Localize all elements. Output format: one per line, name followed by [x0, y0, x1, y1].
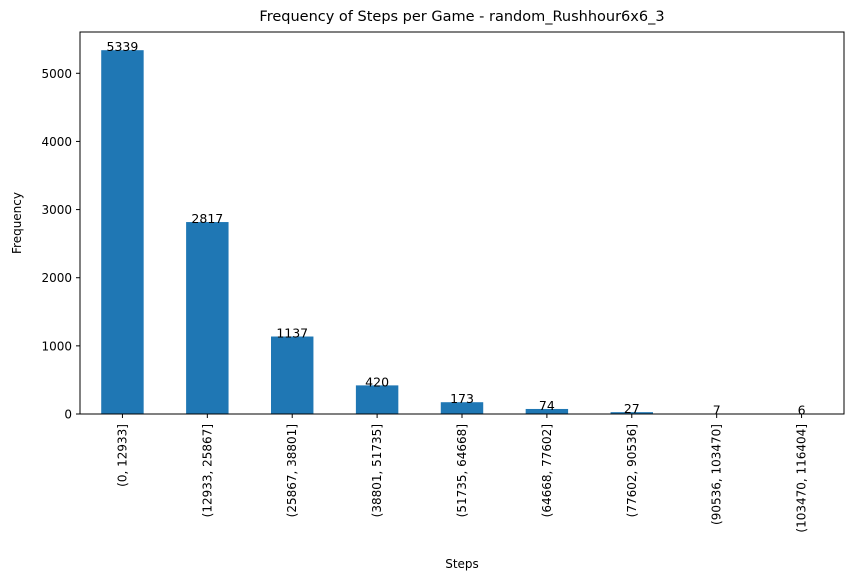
- bar-3: [355, 385, 399, 414]
- x-tick-label-5: (64668, 77602]: [540, 424, 554, 517]
- y-tick-label-1: 1000: [41, 339, 72, 353]
- bars-layer: [101, 50, 823, 414]
- y-axis-label: Frequency: [10, 192, 24, 254]
- x-tick-label-1: (12933, 25867]: [200, 424, 214, 517]
- y-tick-label-0: 0: [64, 408, 72, 422]
- x-tick-label-2: (25867, 38801]: [285, 424, 299, 517]
- x-tick-label-8: (103470, 116404]: [795, 424, 809, 533]
- data-label-0: 5339: [107, 39, 139, 54]
- x-tick-label-7: (90536, 103470]: [710, 424, 724, 525]
- y-axis: 0 1000 2000 3000 4000 5000: [41, 67, 80, 422]
- data-label-5: 74: [539, 398, 555, 413]
- data-label-8: 6: [798, 403, 806, 418]
- x-tick-label-3: (38801, 51735]: [370, 424, 384, 517]
- x-axis-label: Steps: [445, 557, 479, 571]
- data-label-3: 420: [365, 374, 389, 389]
- data-label-2: 1137: [276, 326, 308, 341]
- chart-title: Frequency of Steps per Game - random_Rus…: [259, 9, 664, 25]
- bar-2: [271, 336, 314, 414]
- x-axis: (0, 12933] (12933, 25867] (25867, 38801] (3…: [115, 414, 809, 533]
- data-label-1: 2817: [191, 211, 223, 226]
- data-label-6: 27: [624, 401, 640, 416]
- plot-frame: [79, 31, 845, 415]
- data-label-7: 7: [713, 403, 721, 418]
- y-tick-label-2: 2000: [41, 271, 72, 285]
- y-tick-label-5: 5000: [41, 67, 72, 81]
- bar-6: [610, 412, 653, 414]
- data-labels-layer: 5339 2817 1137 420 173 74 27 7 6: [107, 39, 806, 417]
- x-tick-label-4: (51735, 64668]: [455, 424, 469, 517]
- data-label-4: 173: [450, 391, 474, 406]
- y-tick-label-3: 3000: [41, 203, 72, 217]
- bar-5: [525, 408, 569, 414]
- bar-0: [101, 50, 144, 414]
- bar-1: [186, 222, 229, 414]
- x-tick-label-0: (0, 12933]: [115, 424, 129, 487]
- bar-4: [440, 402, 484, 414]
- x-tick-label-6: (77602, 90536]: [625, 424, 639, 517]
- y-tick-label-4: 4000: [41, 135, 72, 149]
